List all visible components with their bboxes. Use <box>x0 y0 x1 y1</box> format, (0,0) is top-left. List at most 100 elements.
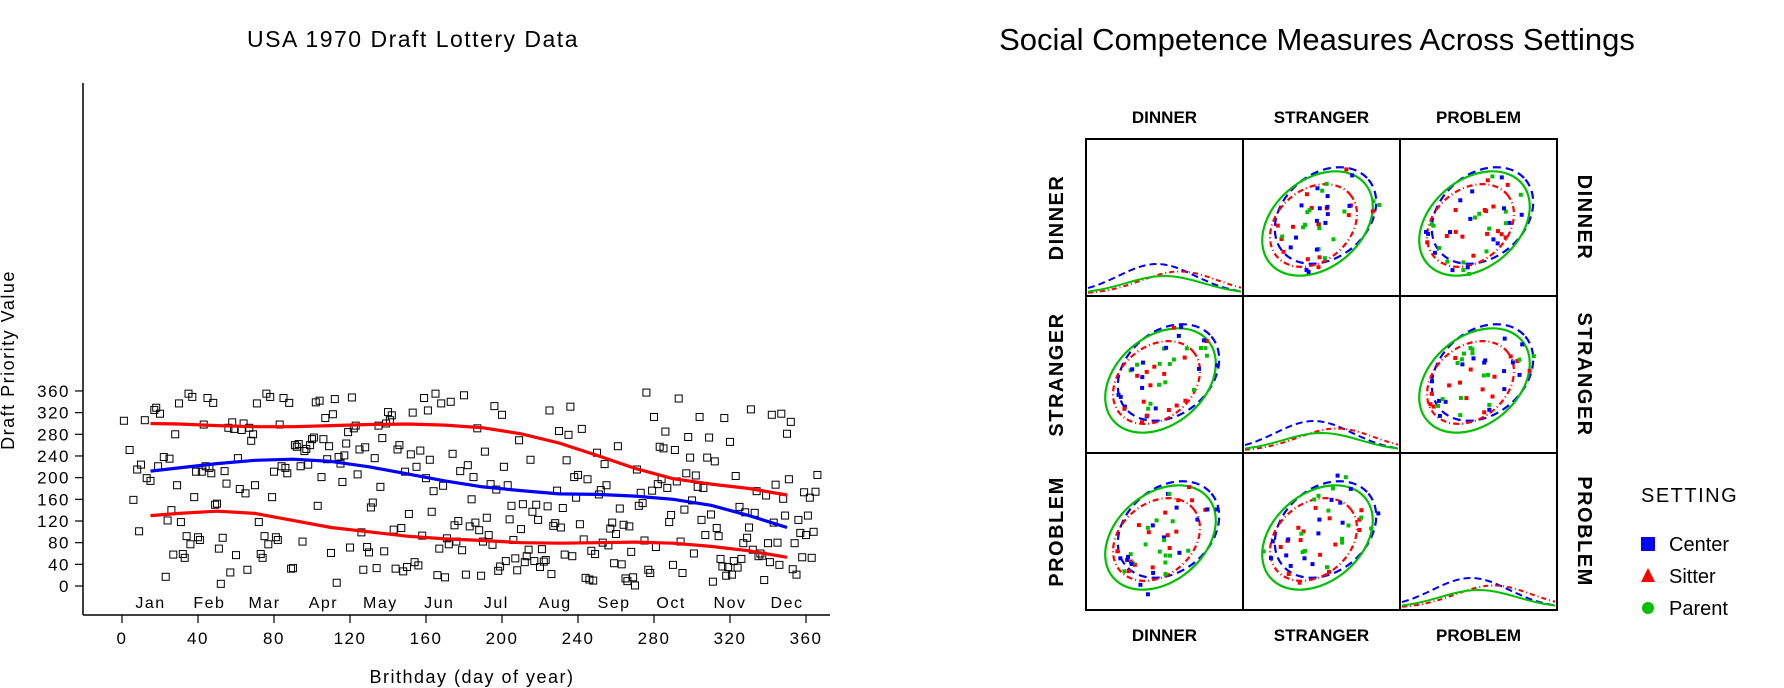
data-ellipse <box>1430 166 1535 265</box>
data-point <box>477 571 486 580</box>
matrix-point <box>1496 229 1500 234</box>
data-point <box>684 433 693 442</box>
social-competence-chart: Social Competence Measures Across Settin… <box>999 22 1737 645</box>
matrix-point <box>1429 222 1434 227</box>
scatterplot-matrix: DINNER DINNER DINNER DINNER STRANGER STRANGER… <box>1046 108 1595 645</box>
data-point <box>568 552 577 561</box>
data-point <box>366 503 375 512</box>
data-point <box>796 528 805 537</box>
matrix-point <box>1342 209 1347 214</box>
matrix-point <box>1428 402 1433 407</box>
data-point <box>359 565 368 574</box>
data-point <box>667 511 676 520</box>
matrix-point <box>1499 175 1504 180</box>
left-chart-title: USA 1970 Draft Lottery Data <box>247 26 579 52</box>
data-point <box>783 429 791 438</box>
matrix-point <box>1503 221 1508 226</box>
legend-label: Sitter <box>1669 566 1716 588</box>
data-point <box>545 406 554 415</box>
data-point <box>258 553 267 562</box>
density-curve <box>1087 274 1242 293</box>
matrix-point <box>1179 325 1184 330</box>
matrix-point <box>1174 529 1179 534</box>
month-label: Jan <box>135 595 165 612</box>
matrix-point <box>1376 511 1381 516</box>
matrix-point <box>1167 362 1172 366</box>
matrix-point <box>1294 235 1298 240</box>
matrix-point <box>1453 229 1458 234</box>
data-point <box>505 515 514 524</box>
data-point <box>708 577 717 586</box>
matrix-point <box>1458 413 1463 418</box>
data-point <box>537 545 546 554</box>
density-curve <box>1087 262 1242 293</box>
legend-item-sitter: Sitter <box>1641 566 1716 588</box>
matrix-point <box>1269 556 1273 561</box>
data-point <box>726 437 734 446</box>
matrix-point <box>1346 523 1351 528</box>
matrix-point <box>1318 552 1323 557</box>
data-point <box>640 536 649 545</box>
data-point <box>395 441 404 450</box>
data-point <box>292 442 301 451</box>
matrix-point <box>1350 173 1355 178</box>
data-point <box>802 531 810 540</box>
data-point <box>216 579 225 588</box>
matrix-point <box>1140 420 1144 425</box>
data-point <box>347 393 356 402</box>
data-point <box>617 560 626 569</box>
matrix-point <box>1288 563 1293 568</box>
matrix-point <box>1453 208 1458 212</box>
data-point <box>480 447 489 456</box>
matrix-point <box>1184 346 1189 351</box>
x-tick-label: 120 <box>334 629 367 648</box>
y-tick-label: 240 <box>37 447 70 466</box>
matrix-point <box>1261 549 1266 554</box>
matrix-point <box>1305 210 1310 215</box>
data-point <box>646 568 655 577</box>
data-point <box>524 545 533 554</box>
top-variable-label: STRANGER <box>1274 108 1369 127</box>
matrix-point <box>1320 188 1325 193</box>
matrix-point <box>1171 325 1176 330</box>
matrix-point <box>1325 204 1330 209</box>
matrix-point <box>1503 235 1508 240</box>
data-point <box>517 525 525 534</box>
matrix-panel <box>1399 452 1558 611</box>
data-point <box>737 554 746 563</box>
data-point <box>406 450 415 459</box>
data-point <box>125 446 134 455</box>
matrix-point <box>1313 505 1318 510</box>
matrix-point <box>1317 255 1322 260</box>
matrix-point <box>1150 565 1155 570</box>
matrix-point <box>1317 206 1322 211</box>
data-point <box>665 518 674 527</box>
x-tick-label: 280 <box>638 629 671 648</box>
month-label: Nov <box>714 595 747 612</box>
data-point <box>454 516 463 525</box>
matrix-point <box>1122 404 1127 409</box>
data-ellipse <box>1116 323 1221 422</box>
matrix-point <box>1432 250 1437 255</box>
matrix-point <box>1359 508 1364 513</box>
data-point <box>271 533 280 542</box>
left-variable-label: STRANGER <box>1046 312 1068 436</box>
data-point <box>176 518 185 527</box>
data-point <box>186 540 195 549</box>
data-point <box>273 535 282 544</box>
data-point <box>733 563 742 572</box>
matrix-point <box>1174 403 1179 408</box>
data-point <box>159 453 168 462</box>
matrix-point <box>1162 538 1167 543</box>
data-point <box>513 566 522 575</box>
data-point <box>701 531 710 540</box>
data-point <box>583 475 592 484</box>
data-point <box>767 410 776 419</box>
data-point <box>194 533 202 542</box>
data-point <box>575 520 584 529</box>
data-point <box>163 516 172 525</box>
density-curve <box>1244 419 1399 450</box>
matrix-point <box>1348 486 1353 491</box>
data-point <box>156 409 164 418</box>
matrix-point <box>1316 493 1321 498</box>
